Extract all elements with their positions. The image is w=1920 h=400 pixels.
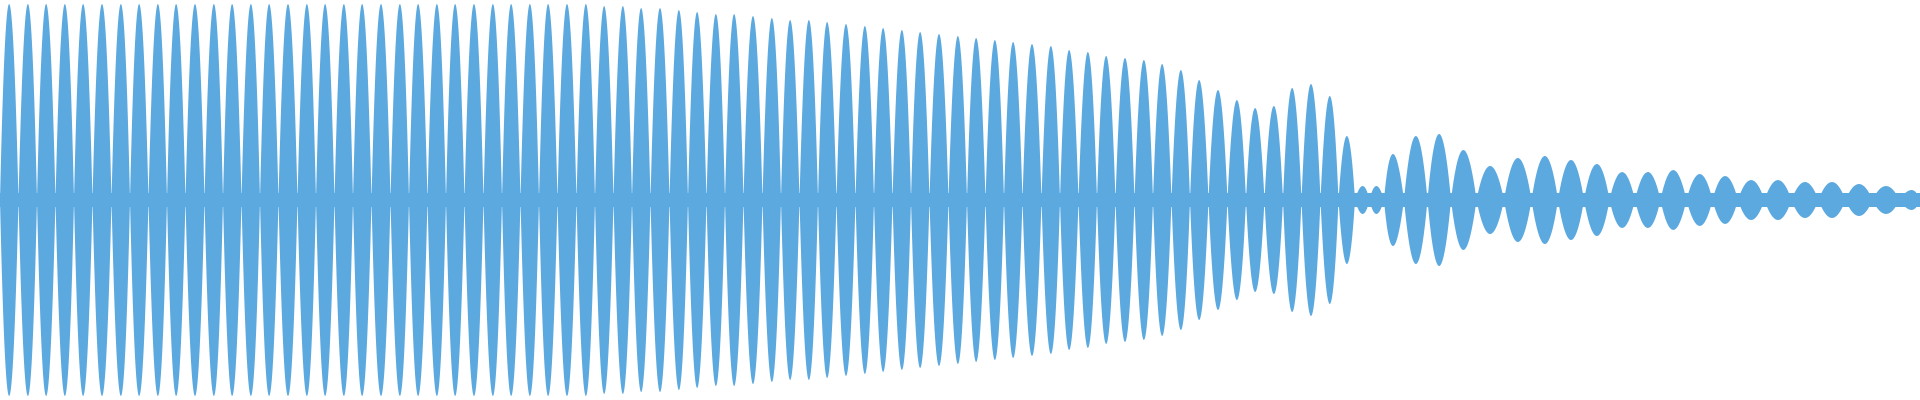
wave-lobe xyxy=(1171,70,1190,330)
wave-lobe xyxy=(1097,56,1116,344)
wave-lobe xyxy=(1558,160,1584,240)
wave-lobe xyxy=(1899,190,1920,210)
wave-lobe xyxy=(1338,136,1355,264)
wave-lobe xyxy=(743,16,763,384)
wave-lobe xyxy=(911,32,930,368)
wave-lobe xyxy=(37,4,56,396)
wave-lobe xyxy=(483,4,502,396)
wave-lobe xyxy=(1818,182,1846,218)
wave-lobe xyxy=(799,20,818,380)
wave-lobe xyxy=(1283,88,1302,312)
wave-lobe xyxy=(985,40,1004,360)
wave-lobe xyxy=(1115,58,1135,342)
wave-lobe xyxy=(1764,180,1792,220)
wave-lobe xyxy=(576,4,595,396)
wave-lobe xyxy=(55,4,74,396)
wave-lobe xyxy=(353,4,372,396)
wave-lobe xyxy=(1712,176,1738,224)
wave-lobe xyxy=(1208,90,1228,310)
wave-lobe xyxy=(1427,134,1451,266)
wave-lobe xyxy=(836,24,856,376)
wave-lobe xyxy=(278,4,298,396)
wave-lobe xyxy=(595,6,614,394)
wave-lobe xyxy=(669,10,688,390)
wave-lobe xyxy=(502,4,521,396)
wave-lobe xyxy=(1635,172,1661,228)
wave-lobe xyxy=(427,4,446,396)
wave-lobe xyxy=(1451,150,1477,250)
wave-lobe xyxy=(613,6,632,394)
wave-lobe xyxy=(167,4,186,396)
wave-lobe xyxy=(706,14,725,386)
wave-lobe xyxy=(632,8,651,392)
wave-lobe xyxy=(74,4,93,396)
wave-lobe xyxy=(520,4,539,396)
wave-lobe xyxy=(1227,100,1246,300)
wave-lobe xyxy=(18,4,37,396)
wave-lobe xyxy=(316,4,335,396)
wave-lobe xyxy=(185,4,205,396)
wave-lobe xyxy=(1476,166,1504,234)
wave-lobe xyxy=(204,4,223,396)
wave-lobe xyxy=(1660,170,1687,230)
wave-lobe xyxy=(1404,136,1428,264)
wave-lobe xyxy=(1078,52,1097,348)
wave-lobe xyxy=(1738,180,1765,220)
wave-lobe xyxy=(688,12,707,388)
wave-lobe xyxy=(130,4,149,396)
wave-lobe xyxy=(1584,164,1610,236)
wave-lobe xyxy=(1022,44,1042,356)
wave-lobe xyxy=(781,20,800,380)
wave-lobe xyxy=(762,18,781,382)
wave-lobe xyxy=(1246,108,1265,292)
wave-lobe xyxy=(1134,60,1153,340)
wave-lobe xyxy=(1190,80,1209,320)
wave-lobe xyxy=(1686,174,1713,226)
wave-lobe xyxy=(874,28,893,372)
wave-lobe xyxy=(371,4,391,396)
wave-lobe xyxy=(409,4,428,396)
wave-lobe xyxy=(1609,172,1635,228)
wave-lobe xyxy=(725,14,744,386)
wave-lobe xyxy=(1264,106,1283,294)
wave-lobe xyxy=(929,34,949,366)
wave-lobe xyxy=(334,4,353,396)
wave-lobe xyxy=(1369,186,1384,214)
wave-lobe xyxy=(557,4,577,396)
wave-lobe xyxy=(1004,42,1023,358)
wave-lobe xyxy=(1872,186,1900,214)
wave-lobe xyxy=(390,4,409,396)
wave-lobe xyxy=(1504,158,1532,242)
wave-lobe xyxy=(967,38,986,362)
wave-lobe xyxy=(464,4,484,396)
wave-lobe xyxy=(1531,156,1558,244)
wave-lobe xyxy=(1320,96,1339,304)
wave-lobe xyxy=(650,8,670,392)
wave-lobe xyxy=(111,4,130,396)
wave-lobe xyxy=(948,36,967,364)
wave-lobe xyxy=(223,4,242,396)
wave-lobe xyxy=(1041,46,1060,354)
wave-lobe xyxy=(1791,182,1819,218)
wave-lobe xyxy=(539,4,558,396)
wave-lobe xyxy=(1384,154,1404,246)
wave-lobe xyxy=(148,4,167,396)
wave-lobe xyxy=(818,22,837,378)
wave-lobe xyxy=(1355,186,1370,214)
wave-lobe xyxy=(260,4,279,396)
wave-lobe xyxy=(0,4,19,396)
wave-lobe xyxy=(855,26,874,374)
wave-lobe xyxy=(1153,64,1172,336)
wave-lobe xyxy=(892,30,911,370)
wave-lobe xyxy=(297,4,316,396)
wave-lobe xyxy=(1845,184,1873,216)
wave-lobe xyxy=(446,4,465,396)
wave-lobe xyxy=(1301,84,1321,316)
wave-lobe xyxy=(241,4,260,396)
wave-lobe xyxy=(1060,50,1079,350)
wave-lobe xyxy=(92,4,112,396)
